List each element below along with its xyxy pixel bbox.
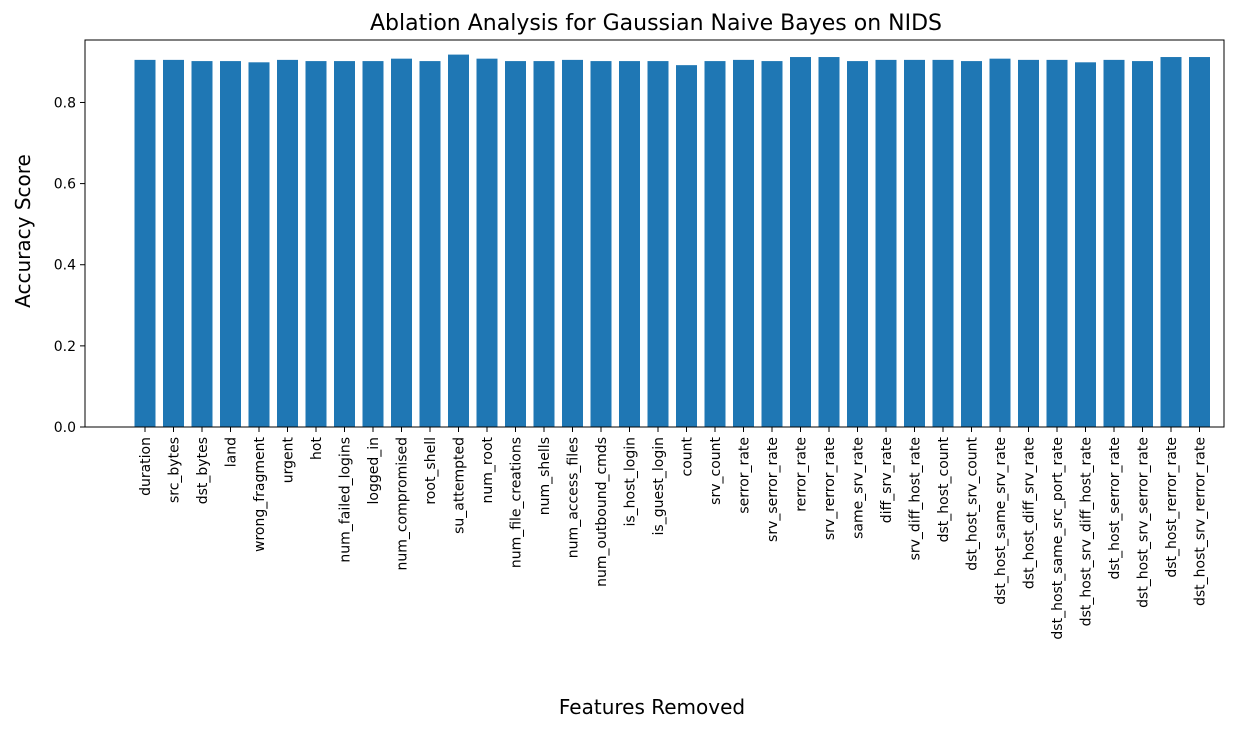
x-tick-label: dst_host_same_srv_rate <box>993 437 1009 605</box>
bar-num_failed_logins <box>334 61 355 428</box>
bar-same_srv_rate <box>847 61 868 428</box>
bar-dst_host_rerror_rate <box>1160 57 1182 427</box>
x-axis-label: Features Removed <box>559 695 745 719</box>
y-axis-label: Accuracy Score <box>11 154 35 308</box>
x-tick-label: urgent <box>281 436 297 483</box>
bar-srv_diff_host_rate <box>904 59 925 427</box>
bar-serror_rate <box>733 59 754 427</box>
bar-num_root <box>476 58 498 427</box>
x-axis-ticks: duration src_bytes dst_bytes land wrong_frag… <box>138 427 1209 640</box>
bar-wrong_fragment <box>248 62 270 428</box>
x-tick-label: srv_count <box>708 437 724 505</box>
bar-num_outbound_cmds <box>590 61 612 428</box>
chart-title: Ablation Analysis for Gaussian Naive Bay… <box>370 11 942 36</box>
bar-dst_host_srv_serror_rate <box>1132 61 1153 428</box>
x-tick-label: wrong_fragment <box>252 437 268 552</box>
bar-su_attempted <box>448 54 469 427</box>
x-tick-label: duration <box>138 437 154 496</box>
y-tick-label: 0.0 <box>54 420 76 436</box>
bar-dst_host_serror_rate <box>1103 59 1125 427</box>
x-tick-label: dst_host_count <box>936 436 952 542</box>
bar-srv_serror_rate <box>761 61 783 428</box>
x-tick-label: diff_srv_rate <box>879 437 895 523</box>
x-tick-label: srv_serror_rate <box>765 437 781 542</box>
bar-diff_srv_rate <box>875 59 897 427</box>
x-tick-label: hot <box>309 436 325 459</box>
bar-dst_host_srv_rerror_rate <box>1189 57 1210 427</box>
bar-dst_host_srv_count <box>961 61 982 428</box>
y-axis-ticks: 0.0 0.2 0.4 0.6 0.8 <box>54 95 85 436</box>
bar-srv_count <box>704 61 726 428</box>
x-tick-label: dst_host_same_src_port_rate <box>1050 437 1066 640</box>
y-tick-label: 0.2 <box>54 339 76 355</box>
x-tick-label: rerror_rate <box>794 437 810 512</box>
bar-hot <box>305 61 327 428</box>
x-tick-label: num_compromised <box>395 437 411 571</box>
x-tick-label: dst_host_serror_rate <box>1107 437 1123 580</box>
x-tick-label: land <box>224 437 240 467</box>
x-tick-label: num_file_creations <box>509 437 525 568</box>
bar-num_shells <box>533 61 555 428</box>
bar-dst_host_same_src_port_rate <box>1046 59 1068 427</box>
bar-count <box>676 65 697 428</box>
bar-num_access_files <box>562 59 583 427</box>
y-tick-label: 0.6 <box>54 177 76 193</box>
x-tick-label: logged_in <box>366 437 382 505</box>
x-tick-label: dst_host_srv_count <box>965 436 981 570</box>
x-tick-label: srv_diff_host_rate <box>908 437 924 560</box>
x-tick-label: dst_bytes <box>195 437 211 504</box>
bar-urgent <box>277 59 298 427</box>
x-tick-label: su_attempted <box>452 437 468 534</box>
x-tick-label: src_bytes <box>167 437 183 503</box>
x-tick-label: dst_host_srv_serror_rate <box>1136 437 1152 608</box>
x-tick-label: num_access_files <box>566 437 582 558</box>
bar-dst_bytes <box>191 61 213 428</box>
x-tick-label: serror_rate <box>737 437 753 514</box>
x-tick-label: dst_host_srv_rerror_rate <box>1193 437 1209 606</box>
bar-logged_in <box>362 61 384 428</box>
bar-num_file_creations <box>505 61 526 428</box>
bar-rerror_rate <box>790 57 811 427</box>
x-tick-label: root_shell <box>423 437 439 505</box>
x-tick-label: same_srv_rate <box>851 437 867 539</box>
x-tick-label: dst_host_diff_srv_rate <box>1022 437 1038 589</box>
bar-dst_host_srv_diff_host_rate <box>1075 62 1096 428</box>
x-tick-label: srv_rerror_rate <box>822 437 838 540</box>
x-tick-label: dst_host_rerror_rate <box>1164 437 1180 578</box>
x-tick-label: is_host_login <box>623 437 639 527</box>
x-tick-label: num_root <box>480 436 496 503</box>
bar-land <box>220 61 241 428</box>
bar-is_guest_login <box>647 61 669 428</box>
bar-dst_host_diff_srv_rate <box>1018 59 1039 427</box>
bar-src_bytes <box>163 59 184 427</box>
x-tick-label: is_guest_login <box>651 437 667 535</box>
bar-dst_host_count <box>932 59 954 427</box>
bar-srv_rerror_rate <box>818 57 840 427</box>
bar-dst_host_same_srv_rate <box>989 58 1011 427</box>
x-tick-label: num_failed_logins <box>338 437 354 563</box>
bar-is_host_login <box>619 61 640 428</box>
x-tick-label: num_outbound_cmds <box>594 437 610 587</box>
x-tick-label: num_shells <box>537 437 553 515</box>
plot-frame <box>84 39 1225 428</box>
bar-duration <box>134 59 156 427</box>
x-tick-label: dst_host_srv_diff_host_rate <box>1079 437 1095 626</box>
bar-root_shell <box>419 61 441 428</box>
bar-num_compromised <box>391 58 412 427</box>
y-tick-label: 0.8 <box>54 95 76 111</box>
bars-group <box>134 54 1210 428</box>
x-tick-label: count <box>680 436 696 476</box>
y-tick-label: 0.4 <box>54 258 76 274</box>
